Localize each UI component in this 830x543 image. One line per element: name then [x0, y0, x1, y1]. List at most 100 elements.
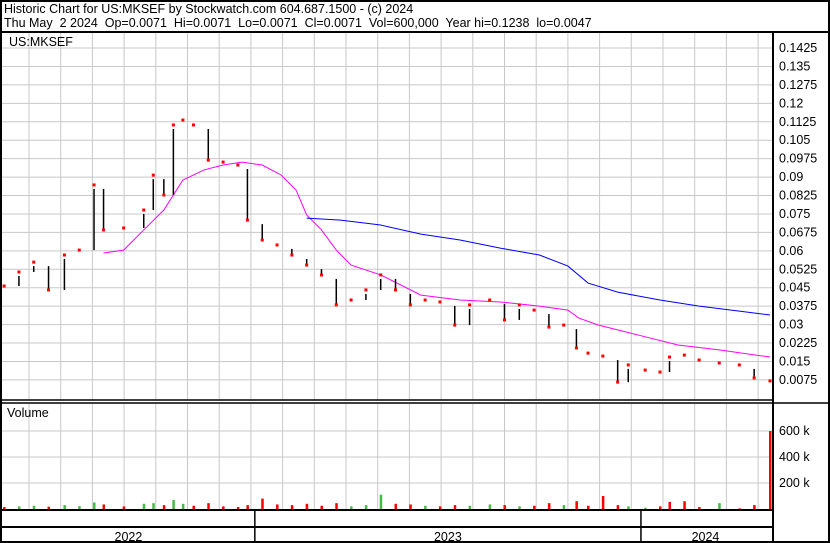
close-point: [162, 193, 166, 197]
volume-bar: [350, 506, 353, 509]
price-tick-label: 0.1125: [779, 115, 816, 129]
volume-bar: [718, 503, 721, 509]
close-point: [626, 363, 630, 367]
volume-bars: [3, 431, 772, 509]
volume-bar: [152, 503, 155, 509]
ma-long-line: [306, 217, 771, 316]
close-point: [532, 308, 536, 312]
volume-bar: [769, 431, 772, 509]
price-axis: 0.1425 0.135 0.1275 0.12 0.1125 0.105 0.0975 0.…: [779, 41, 817, 387]
volume-bar: [181, 503, 185, 509]
price-tick-label: 0.0825: [779, 189, 817, 203]
close-point: [275, 243, 279, 247]
price-tick-label: 0.12: [779, 96, 803, 110]
volume-bar: [162, 505, 166, 509]
close-point: [768, 379, 772, 383]
close-point: [171, 123, 175, 127]
price-tick-label: 0.1425: [779, 41, 817, 55]
close-point: [616, 380, 620, 384]
volume-bar: [683, 501, 686, 509]
price-tick-label: 0.0525: [779, 262, 817, 276]
volume-bar: [172, 499, 175, 509]
close-point: [438, 300, 442, 304]
volume-bar: [488, 504, 492, 509]
close-point: [697, 358, 701, 362]
close-point: [245, 218, 249, 222]
year-label: 2023: [434, 530, 462, 543]
close-point: [290, 253, 294, 257]
close-point: [379, 273, 383, 277]
volume-axis: 600 k 400 k 200 k: [779, 424, 810, 490]
volume-tick-label: 600 k: [779, 424, 810, 438]
close-point: [17, 270, 21, 274]
volume-bar: [192, 505, 195, 509]
volume-bar: [32, 505, 36, 509]
volume-bar: [753, 505, 756, 509]
close-point: [2, 284, 6, 288]
volume-bar: [17, 506, 21, 509]
close-point: [468, 303, 472, 307]
volume-bar: [698, 507, 701, 509]
close-point: [92, 183, 96, 187]
volume-bar: [518, 506, 521, 509]
close-point: [423, 298, 427, 302]
volume-bar: [424, 505, 427, 509]
volume-bar: [236, 507, 240, 509]
volume-bar: [102, 504, 106, 509]
close-point: [586, 351, 590, 355]
close-point: [752, 376, 756, 380]
close-point: [394, 288, 398, 292]
close-point: [737, 363, 741, 367]
close-point: [142, 208, 146, 212]
year-label: 2022: [115, 530, 143, 543]
volume-bar: [63, 505, 66, 509]
close-point: [305, 263, 309, 267]
ma-short-line: [103, 161, 771, 358]
symbol-label: US:MKSEF: [9, 35, 73, 49]
volume-bar: [616, 505, 620, 509]
volume-bar: [261, 498, 264, 509]
close-point: [260, 238, 264, 242]
close-point: [488, 298, 492, 302]
close-point: [32, 260, 36, 264]
close-point: [364, 288, 368, 292]
volume-bar: [320, 505, 323, 509]
close-point: [562, 323, 566, 327]
close-point: [658, 370, 662, 374]
price-tick-label: 0.0225: [779, 336, 817, 350]
volume-bar: [222, 506, 225, 509]
volume-bar: [562, 505, 566, 509]
volume-bar: [503, 505, 506, 509]
volume-bar: [290, 505, 294, 509]
volume-bar: [453, 505, 457, 509]
volume-tick-label: 200 k: [779, 476, 810, 490]
volume-bar: [305, 503, 309, 509]
volume-label: Volume: [7, 406, 49, 420]
chart-title: Historic Chart for US:MKSEF by Stockwatc…: [4, 2, 414, 16]
close-point: [181, 118, 185, 122]
grid: [2, 33, 772, 510]
close-point: [408, 303, 412, 307]
volume-bar: [644, 507, 647, 509]
volume-bar: [438, 506, 442, 509]
volume-bar: [78, 506, 81, 509]
volume-bar: [587, 505, 590, 509]
price-tick-label: 0.09: [779, 170, 803, 184]
close-point: [206, 158, 210, 162]
volume-bar: [93, 502, 96, 509]
close-point: [236, 163, 240, 167]
close-points: [2, 118, 772, 384]
price-tick-label: 0.0375: [779, 299, 817, 313]
close-point: [191, 123, 195, 127]
quote-line: Thu May 2 2024 Op=0.0071 Hi=0.0071 Lo=0.…: [4, 16, 592, 30]
price-tick-label: 0.0075: [779, 373, 817, 387]
close-point: [547, 325, 551, 329]
volume-bar: [409, 504, 412, 509]
close-point: [334, 303, 338, 307]
close-point: [668, 355, 672, 359]
volume-bar: [364, 505, 368, 509]
volume-bar: [207, 503, 210, 509]
volume-bar: [335, 503, 338, 509]
close-point: [221, 160, 225, 164]
